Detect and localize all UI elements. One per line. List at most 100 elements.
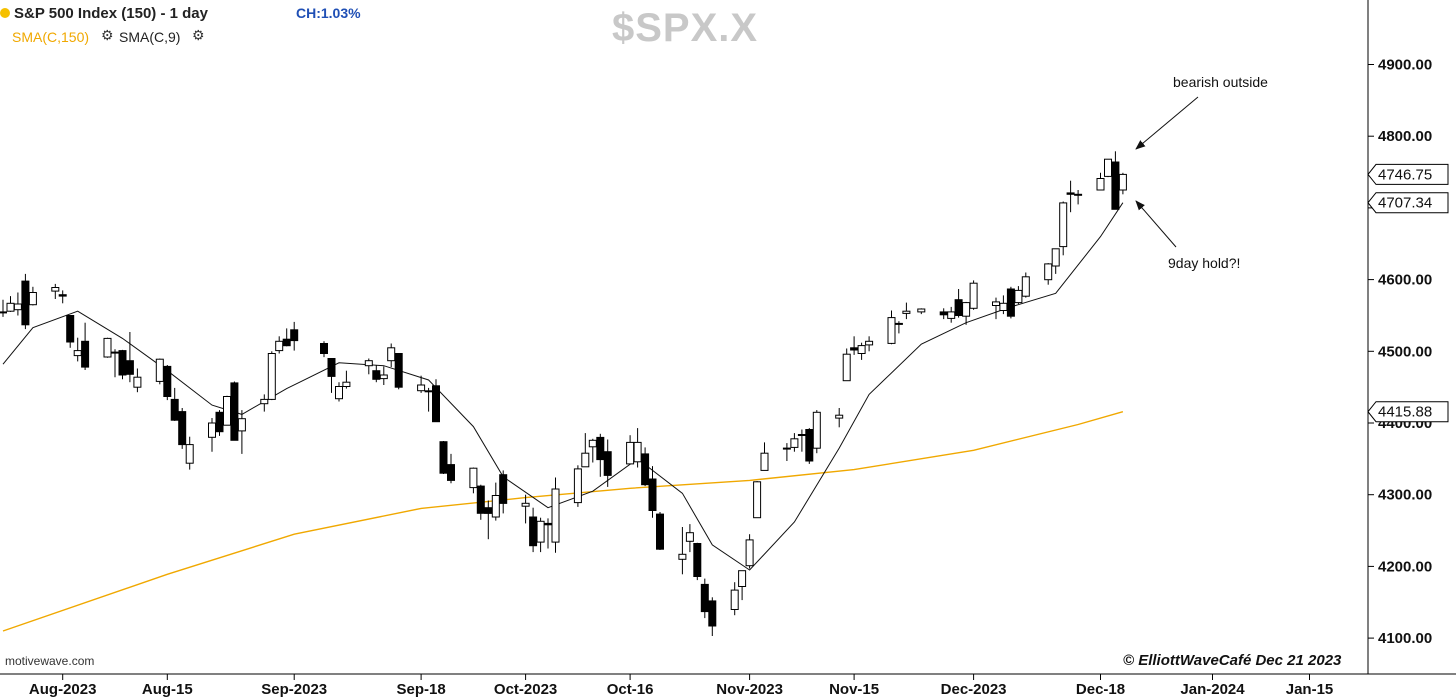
candle[interactable] (1118, 172, 1127, 195)
candle-body (1096, 178, 1105, 191)
candle[interactable] (693, 542, 702, 581)
candle[interactable] (66, 315, 75, 348)
candle[interactable] (1096, 172, 1105, 191)
candle[interactable] (215, 410, 224, 436)
candle[interactable] (394, 353, 403, 390)
candle[interactable] (685, 524, 694, 553)
candle[interactable] (581, 433, 590, 468)
candle[interactable] (603, 439, 612, 487)
candle[interactable] (163, 365, 172, 401)
candle[interactable] (790, 433, 799, 452)
candle[interactable] (185, 436, 194, 470)
candle[interactable] (857, 342, 866, 360)
candle[interactable] (917, 308, 926, 315)
candle-body (208, 422, 216, 438)
candle[interactable] (1051, 248, 1060, 274)
candle[interactable] (648, 466, 657, 518)
candle[interactable] (439, 441, 448, 474)
candle[interactable] (499, 470, 508, 514)
candle[interactable] (551, 477, 560, 553)
annotation-bearish-outside: bearish outside (1173, 74, 1268, 90)
candle[interactable] (170, 387, 179, 421)
settings-gear-icon[interactable]: ⚙ (192, 27, 205, 43)
candle[interactable] (267, 351, 276, 401)
candle[interactable] (753, 481, 762, 519)
candle-body (223, 396, 231, 426)
candle[interactable] (656, 512, 664, 550)
candle[interactable] (835, 408, 844, 428)
candle[interactable] (708, 597, 717, 636)
candle[interactable] (103, 337, 112, 358)
sma-150-label[interactable]: SMA(C,150) (12, 29, 90, 45)
candle[interactable] (81, 322, 90, 370)
candle[interactable] (1006, 286, 1015, 319)
candle[interactable] (730, 582, 739, 616)
candle[interactable] (491, 482, 500, 521)
candle-body (58, 294, 67, 297)
candle[interactable] (290, 321, 299, 351)
candle[interactable] (469, 467, 478, 494)
candle[interactable] (223, 395, 231, 426)
candle[interactable] (865, 336, 874, 352)
candle[interactable] (118, 349, 127, 380)
candle[interactable] (230, 381, 239, 441)
candle[interactable] (379, 366, 388, 385)
candle[interactable] (969, 280, 978, 310)
candle[interactable] (364, 358, 373, 375)
candle[interactable] (476, 484, 485, 520)
candle[interactable] (0, 299, 7, 317)
candle[interactable] (641, 447, 650, 487)
candle[interactable] (432, 379, 440, 423)
candle[interactable] (700, 578, 709, 619)
candle[interactable] (282, 328, 291, 347)
candle[interactable] (887, 310, 896, 345)
candle[interactable] (28, 286, 37, 306)
candle[interactable] (1044, 263, 1053, 285)
candle[interactable] (573, 465, 582, 507)
candle[interactable] (237, 410, 246, 454)
candle[interactable] (678, 527, 687, 575)
settings-gear-icon[interactable]: ⚙ (101, 27, 114, 43)
candle[interactable] (320, 341, 328, 358)
candle[interactable] (155, 358, 164, 385)
candle[interactable] (842, 348, 851, 382)
candle[interactable] (536, 517, 545, 553)
candle[interactable] (447, 453, 455, 484)
candle[interactable] (178, 408, 187, 449)
sma-9-label[interactable]: SMA(C,9) (119, 29, 181, 45)
candle[interactable] (812, 410, 821, 454)
candle[interactable] (1104, 158, 1112, 178)
candle[interactable] (902, 302, 911, 320)
candle-body (917, 308, 926, 313)
candle[interactable] (782, 443, 791, 461)
candle[interactable] (1066, 180, 1075, 213)
y-axis[interactable]: 4100.004200.004300.004400.004500.004600.… (1368, 57, 1432, 648)
candle-body (282, 338, 291, 347)
candle[interactable] (125, 332, 134, 383)
candle[interactable] (260, 394, 269, 412)
candle[interactable] (1074, 190, 1083, 205)
candle[interactable] (342, 370, 351, 389)
candle[interactable] (894, 321, 903, 334)
candle[interactable] (962, 301, 971, 325)
candle[interactable] (1021, 272, 1030, 298)
candle[interactable] (335, 382, 343, 402)
candle[interactable] (58, 290, 67, 304)
candle[interactable] (738, 570, 747, 601)
candle[interactable] (133, 368, 142, 393)
candle-body (335, 386, 343, 400)
candle-body (215, 411, 224, 433)
candle[interactable] (805, 428, 814, 464)
candle[interactable] (327, 358, 336, 393)
candle[interactable] (521, 494, 530, 524)
candle[interactable] (745, 534, 754, 569)
candle[interactable] (633, 428, 642, 468)
candle[interactable] (417, 375, 426, 393)
candle[interactable] (1059, 201, 1068, 256)
candle[interactable] (51, 283, 60, 299)
candle[interactable] (760, 442, 769, 471)
candle[interactable] (21, 273, 30, 330)
candle[interactable] (596, 433, 605, 477)
x-axis[interactable]: Aug-2023 Aug-15 Sep-2023 Sep-18 Oct-2023 Oct-… (29, 674, 1333, 698)
